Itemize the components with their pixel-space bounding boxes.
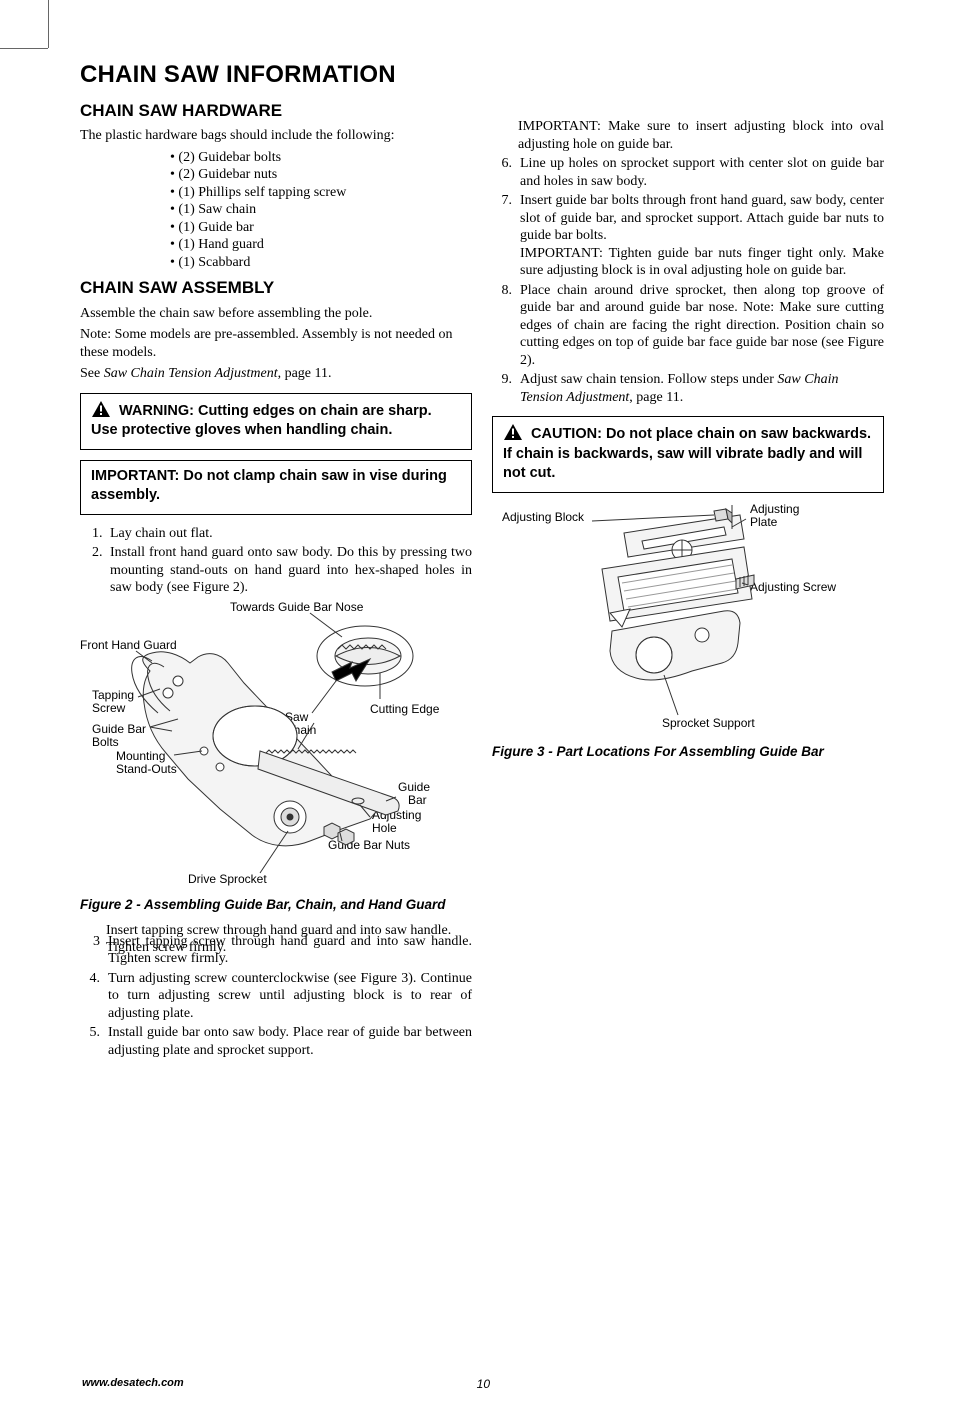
steps-right: 6. Line up holes on sprocket support wit… <box>492 155 884 406</box>
hw-item: (2) Guidebar nuts <box>170 166 472 184</box>
step-7-text: Insert guide bar bolts through front han… <box>520 192 884 280</box>
footer-page-number: 10 <box>477 1377 490 1392</box>
step-6-num: 6. <box>494 155 512 190</box>
hw-item: (1) Saw chain <box>170 201 472 219</box>
figure-2-caption: Figure 2 - Assembling Guide Bar, Chain, … <box>80 897 472 914</box>
crop-mark-horizontal <box>0 48 48 49</box>
steps-left-1: Lay chain out flat. Install front hand g… <box>80 525 472 597</box>
assembly-note: Note: Some models are pre-assembled. Ass… <box>80 326 472 361</box>
figure-2-svg <box>80 601 460 891</box>
caution-icon <box>503 423 523 441</box>
step-4-num: 4. <box>82 970 100 1023</box>
step-7-num: 7. <box>494 192 512 280</box>
step-9-text: Adjust saw chain tension. Follow steps u… <box>520 371 884 406</box>
assembly-intro: Assemble the chain saw before assembling… <box>80 305 472 323</box>
figure-3-caption: Figure 3 - Part Locations For Assembling… <box>492 744 884 761</box>
section-title: CHAIN SAW INFORMATION <box>80 60 884 90</box>
step-6-text: Line up holes on sprocket support with c… <box>520 155 884 190</box>
step-7-body: Insert guide bar bolts through front han… <box>520 193 884 243</box>
step-4-text: Turn adjusting screw counterclockwise (s… <box>108 970 472 1023</box>
footer-url: www.desatech.com <box>82 1377 184 1391</box>
caution-text: CAUTION: Do not place chain on saw backw… <box>503 426 871 481</box>
warning-icon <box>91 400 111 418</box>
see-italic: Saw Chain Tension Adjustment <box>104 366 278 381</box>
figure-2-diagram: Towards Guide Bar Nose Front Hand Guard … <box>80 601 472 891</box>
step-5-important: IMPORTANT: Make sure to insert adjusting… <box>492 118 884 153</box>
hardware-list: (2) Guidebar bolts (2) Guidebar nuts (1)… <box>170 149 472 272</box>
warning-box: WARNING: Cutting edges on chain are shar… <box>80 393 472 450</box>
important-text: IMPORTANT: Do not clamp chain saw in vis… <box>91 468 447 504</box>
figure-3-svg <box>492 503 872 738</box>
hw-item: (1) Hand guard <box>170 236 472 254</box>
left-column: CHAIN SAW HARDWARE The plastic hardware … <box>80 94 472 1059</box>
see-prefix: See <box>80 366 104 381</box>
hardware-heading: CHAIN SAW HARDWARE <box>80 100 472 121</box>
steps-left-2-real: 3 Insert tapping screw through hand guar… <box>80 933 472 1060</box>
crop-mark-vertical <box>48 0 49 48</box>
hw-item: (1) Guide bar <box>170 219 472 237</box>
step-1: Lay chain out flat. <box>106 525 472 543</box>
step-3-text: Insert tapping screw through hand guard … <box>108 933 472 968</box>
step-2: Install front hand guard onto saw body. … <box>106 544 472 597</box>
step-9-num: 9. <box>494 371 512 406</box>
step-8-num: 8. <box>494 282 512 370</box>
assembly-see: See Saw Chain Tension Adjustment, page 1… <box>80 365 472 383</box>
important-box: IMPORTANT: Do not clamp chain saw in vis… <box>80 460 472 515</box>
step-9-suffix: , page 11. <box>629 390 683 405</box>
hardware-intro: The plastic hardware bags should include… <box>80 127 472 145</box>
two-column-layout: CHAIN SAW HARDWARE The plastic hardware … <box>80 94 884 1059</box>
figure-3-diagram: Adjusting Block Adjusting Plate Adjustin… <box>492 503 884 738</box>
step-9-prefix: Adjust saw chain tension. Follow steps u… <box>520 372 777 387</box>
step-8-text: Place chain around drive sprocket, then … <box>520 282 884 370</box>
see-suffix: , page 11. <box>278 366 332 381</box>
step-5-num: 5. <box>82 1024 100 1059</box>
step-7-important: IMPORTANT: Tighten guide bar nuts finger… <box>520 246 884 279</box>
step-5-text: Install guide bar onto saw body. Place r… <box>108 1024 472 1059</box>
warning-text: WARNING: Cutting edges on chain are shar… <box>91 403 432 439</box>
hw-item: (1) Phillips self tapping screw <box>170 184 472 202</box>
step-3-num: 3 <box>82 933 100 968</box>
right-column: IMPORTANT: Make sure to insert adjusting… <box>492 94 884 1059</box>
hw-item: (2) Guidebar bolts <box>170 149 472 167</box>
caution-box: CAUTION: Do not place chain on saw backw… <box>492 416 884 493</box>
page: CHAIN SAW INFORMATION CHAIN SAW HARDWARE… <box>0 0 954 1425</box>
assembly-heading: CHAIN SAW ASSEMBLY <box>80 277 472 298</box>
hw-item: (1) Scabbard <box>170 254 472 272</box>
page-footer: www.desatech.com 10 <box>82 1377 882 1391</box>
